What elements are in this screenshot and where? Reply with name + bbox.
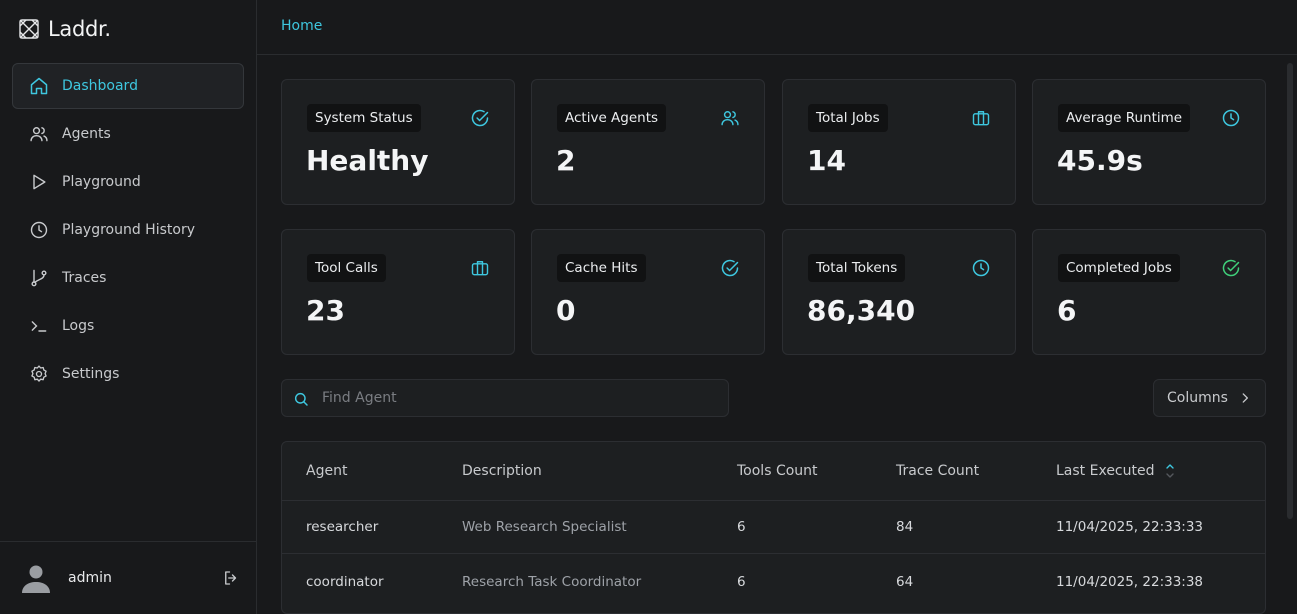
sort-icon[interactable] <box>1165 461 1175 481</box>
column-header-agent[interactable]: Agent <box>306 463 348 479</box>
page-scrollbar[interactable] <box>1287 63 1293 519</box>
column-header-last-executed[interactable]: Last Executed <box>1056 442 1175 500</box>
sidebar-item-label: Playground <box>62 174 141 190</box>
description-cell: Research Task Coordinator <box>462 573 642 590</box>
stat-card-tool-calls: Tool Calls 23 <box>281 229 515 355</box>
stat-label: Tool Calls <box>307 254 386 282</box>
user-bar: admin <box>0 541 256 614</box>
sidebar-item-label: Agents <box>62 126 111 142</box>
stat-card-cache-hits: Cache Hits 0 <box>531 229 765 355</box>
sidebar-item-agents[interactable]: Agents <box>12 111 244 157</box>
stat-label: Completed Jobs <box>1058 254 1180 282</box>
play-icon <box>29 172 49 192</box>
stat-card-completed-jobs: Completed Jobs 6 <box>1032 229 1266 355</box>
stat-card-average-runtime: Average Runtime 45.9s <box>1032 79 1266 205</box>
column-header-tools-count[interactable]: Tools Count <box>737 463 818 479</box>
chevron-right-icon <box>1242 393 1248 403</box>
check-circle-icon <box>471 109 489 127</box>
trace-count-cell: 64 <box>896 573 914 590</box>
columns-button-label: Columns <box>1167 390 1228 406</box>
sidebar-item-playground[interactable]: Playground <box>12 159 244 205</box>
table-header-row: Agent Description Tools Count Trace Coun… <box>282 442 1265 501</box>
stat-label: Total Tokens <box>808 254 906 282</box>
gear-icon <box>29 364 49 384</box>
stat-value: 23 <box>306 294 345 327</box>
search-input[interactable] <box>322 380 722 416</box>
stat-value: 86,340 <box>807 294 916 327</box>
sidebar-item-label: Dashboard <box>62 78 138 94</box>
sidebar-nav: Dashboard Agents Playground Playground H… <box>12 63 244 399</box>
stat-label: Average Runtime <box>1058 104 1191 132</box>
stat-card-total-jobs: Total Jobs 14 <box>782 79 1016 205</box>
stat-label: System Status <box>307 104 421 132</box>
stat-value: 2 <box>556 144 576 177</box>
stat-value: 14 <box>807 144 846 177</box>
git-branch-icon <box>29 268 49 288</box>
avatar[interactable] <box>20 562 52 594</box>
column-header-label: Last Executed <box>1056 463 1155 479</box>
stat-value: 45.9s <box>1057 144 1143 177</box>
laddr-logo-icon <box>19 19 39 39</box>
agent-cell: coordinator <box>306 573 384 590</box>
breadcrumb[interactable]: Home <box>281 18 323 34</box>
briefcase-icon <box>972 111 990 126</box>
stat-label: Total Jobs <box>808 104 888 132</box>
sidebar-item-label: Traces <box>62 270 107 286</box>
brand[interactable]: Laddr. <box>17 15 111 43</box>
description-cell: Web Research Specialist <box>462 519 627 535</box>
sidebar-item-settings[interactable]: Settings <box>12 351 244 397</box>
stat-value: 6 <box>1057 294 1077 327</box>
stat-card-active-agents: Active Agents 2 <box>531 79 765 205</box>
sidebar-item-traces[interactable]: Traces <box>12 255 244 301</box>
home-icon <box>29 76 49 96</box>
search-icon <box>294 392 308 406</box>
column-header-description[interactable]: Description <box>462 463 542 479</box>
columns-button[interactable]: Columns <box>1153 379 1266 417</box>
brand-name: Laddr. <box>48 17 111 41</box>
check-circle-icon <box>1222 259 1240 277</box>
clock-icon <box>1222 109 1240 127</box>
stat-card-system-status: System Status Healthy <box>281 79 515 205</box>
stat-label: Cache Hits <box>557 254 646 282</box>
users-icon <box>29 124 49 144</box>
clock-icon <box>972 259 990 277</box>
stat-card-total-tokens: Total Tokens 86,340 <box>782 229 1016 355</box>
sidebar-item-label: Settings <box>62 366 120 382</box>
trace-count-cell: 84 <box>896 519 914 535</box>
check-circle-icon <box>721 259 739 277</box>
stat-label: Active Agents <box>557 104 667 132</box>
sidebar: Laddr. Dashboard Agents Playground Playg… <box>0 0 257 614</box>
briefcase-icon <box>471 261 489 276</box>
column-header-trace-count[interactable]: Trace Count <box>896 463 980 479</box>
search-box <box>281 379 729 417</box>
agents-table: Agent Description Tools Count Trace Coun… <box>281 441 1266 614</box>
stat-value: 0 <box>556 294 576 327</box>
tools-count-cell: 6 <box>737 519 746 535</box>
table-row[interactable]: coordinator Research Task Coordinator 6 … <box>282 555 1265 608</box>
last-executed-cell: 11/04/2025, 22:33:38 <box>1056 573 1204 590</box>
terminal-icon <box>29 316 49 336</box>
stat-value: Healthy <box>306 144 429 177</box>
sidebar-item-label: Logs <box>62 318 95 334</box>
user-name: admin <box>68 570 112 586</box>
sidebar-item-logs[interactable]: Logs <box>12 303 244 349</box>
tools-count-cell: 6 <box>737 573 746 590</box>
agent-cell: researcher <box>306 519 379 535</box>
clock-icon <box>29 220 49 240</box>
last-executed-cell: 11/04/2025, 22:33:33 <box>1056 519 1204 535</box>
sidebar-item-label: Playground History <box>62 222 195 238</box>
logout-icon[interactable] <box>222 569 240 587</box>
sidebar-item-playground-history[interactable]: Playground History <box>12 207 244 253</box>
table-row[interactable]: researcher Web Research Specialist 6 84 … <box>282 501 1265 554</box>
users-icon <box>721 111 739 126</box>
topbar: Home <box>257 0 1297 55</box>
sidebar-item-dashboard[interactable]: Dashboard <box>12 63 244 109</box>
